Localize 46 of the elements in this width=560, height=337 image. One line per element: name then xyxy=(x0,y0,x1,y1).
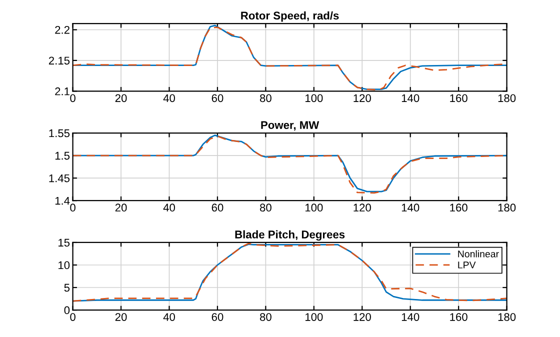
x-tick-label: 180 xyxy=(498,204,516,212)
x-tick-label: 20 xyxy=(115,313,127,321)
x-tick-label: 120 xyxy=(354,94,371,102)
x-tick-label: 40 xyxy=(163,204,175,212)
x-tick-label: 140 xyxy=(402,204,420,212)
x-tick-label: 180 xyxy=(498,94,516,102)
y-tick-label: 2.15 xyxy=(48,56,70,65)
x-tick-label: 0 xyxy=(70,313,76,321)
x-tick-label: 60 xyxy=(212,204,224,212)
x-tick-label: 120 xyxy=(354,313,371,321)
y-tick-label: 1.4 xyxy=(55,196,70,205)
chart-title: Blade Pitch, Degrees xyxy=(235,230,345,241)
x-tick-label: 100 xyxy=(305,94,323,102)
y-tick-label: 1.55 xyxy=(49,129,70,138)
x-tick-label: 140 xyxy=(402,313,420,321)
chart-title: Rotor Speed, rad/s xyxy=(241,11,339,22)
x-tick-label: 20 xyxy=(115,94,127,102)
y-tick-label: 1.5 xyxy=(55,152,70,160)
x-tick-label: 100 xyxy=(305,313,323,321)
x-tick-label: 40 xyxy=(163,94,175,102)
chart-title: Power, MW xyxy=(261,121,320,131)
x-tick-label: 60 xyxy=(212,94,224,102)
y-tick-label: 2.1 xyxy=(55,87,70,96)
x-tick-label: 160 xyxy=(450,204,468,212)
x-tick-label: 0 xyxy=(70,204,76,212)
x-tick-label: 180 xyxy=(498,313,516,321)
y-tick-label: 10 xyxy=(58,261,70,270)
x-tick-label: 0 xyxy=(70,94,76,102)
x-tick-label: 80 xyxy=(260,94,272,102)
x-tick-label: 80 xyxy=(260,204,272,212)
y-tick-label: 0 xyxy=(64,306,70,314)
x-tick-label: 20 xyxy=(115,204,127,212)
x-tick-label: 100 xyxy=(305,204,323,212)
legend-label: Nonlinear xyxy=(458,250,499,258)
x-tick-label: 40 xyxy=(163,313,175,321)
y-tick-label: 15 xyxy=(58,238,70,247)
x-tick-label: 140 xyxy=(402,94,420,102)
y-tick-label: 1.45 xyxy=(49,174,70,182)
x-tick-label: 160 xyxy=(450,94,468,102)
y-tick-label: 5 xyxy=(64,284,70,292)
legend-label: LPV xyxy=(458,262,476,268)
x-tick-label: 160 xyxy=(450,313,468,321)
x-tick-label: 60 xyxy=(212,313,224,321)
x-tick-label: 120 xyxy=(354,204,371,212)
y-tick-label: 2.2 xyxy=(55,26,70,34)
x-tick-label: 80 xyxy=(260,313,272,321)
